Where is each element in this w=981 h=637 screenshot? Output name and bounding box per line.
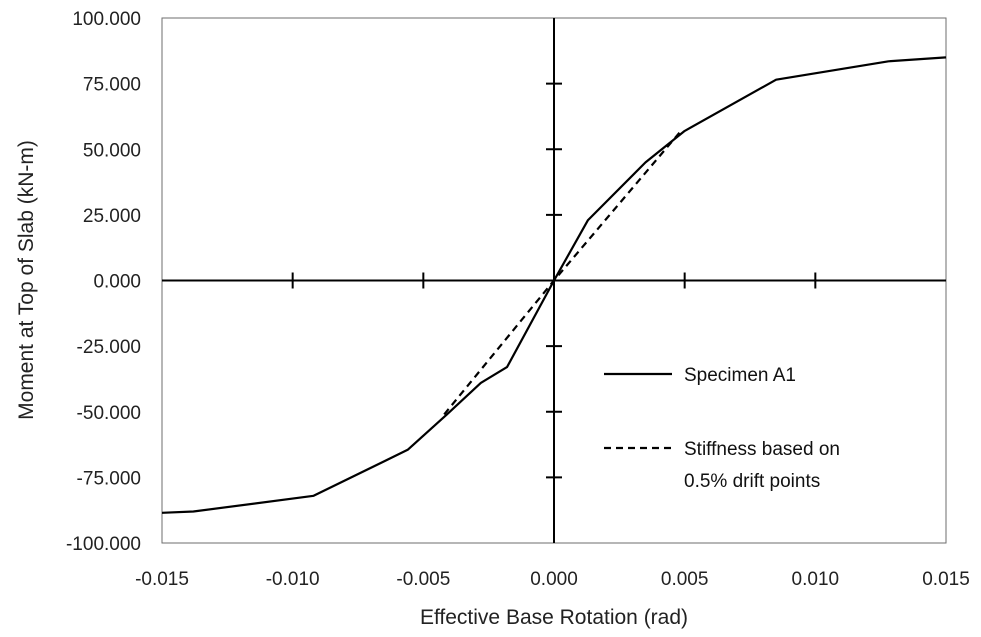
series-line-stiffness — [443, 128, 683, 416]
legend-label-specimen-a1: Specimen A1 — [684, 365, 796, 386]
legend-label-stiffness-line-2: 0.5% drift points — [684, 471, 820, 492]
x-tick-label: 0.000 — [530, 569, 578, 590]
x-tick-label: 0.010 — [792, 569, 840, 590]
y-tick-labels: -100.000 -75.000 -50.000 -25.000 0.000 25.000… — [66, 9, 141, 555]
legend: Specimen A1 Stiffness based on 0.5% drif… — [604, 365, 840, 492]
y-tick-label: -50.000 — [77, 403, 141, 424]
y-tick-label: 100.000 — [72, 9, 141, 30]
x-tick-labels: -0.015 -0.010 -0.005 0.000 0.005 0.010 0.015 — [135, 569, 970, 590]
y-tick-label: -25.000 — [77, 337, 141, 358]
x-tick-label: -0.010 — [266, 569, 320, 590]
x-axis-title: Effective Base Rotation (rad) — [420, 606, 688, 629]
x-tick-label: -0.015 — [135, 569, 189, 590]
series-layer — [161, 56, 947, 514]
y-tick-label: 0.000 — [93, 272, 141, 293]
y-tick-label: -100.000 — [66, 534, 141, 555]
x-tick-label: 0.005 — [661, 569, 709, 590]
series-line-specimen-a1 — [161, 56, 947, 514]
y-tick-label: 75.000 — [83, 75, 141, 96]
y-tick-label: -75.000 — [77, 468, 141, 489]
y-axis-title: Moment at Top of Slab (kN-m) — [15, 140, 38, 420]
y-tick-label: 25.000 — [83, 206, 141, 227]
y-tick-label: 50.000 — [83, 140, 141, 161]
x-tick-label: -0.005 — [396, 569, 450, 590]
legend-label-stiffness-line-1: Stiffness based on — [684, 439, 840, 460]
x-tick-label: 0.015 — [922, 569, 970, 590]
